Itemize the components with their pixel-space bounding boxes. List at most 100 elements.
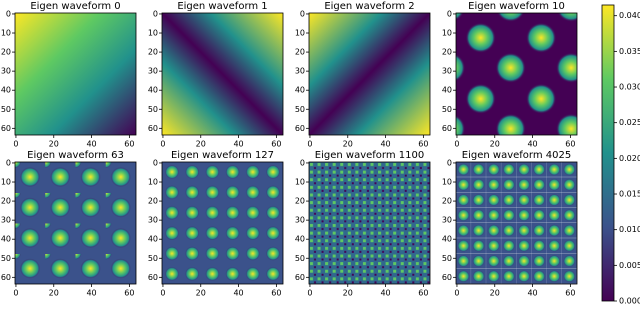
y-tick-label: 50 xyxy=(442,105,452,114)
x-tick-label: 60 xyxy=(124,289,134,298)
x-tick-label: 0 xyxy=(307,140,312,149)
y-tick-label: 0 xyxy=(6,158,11,167)
heatmap-image xyxy=(15,162,136,284)
x-tick-label: 0 xyxy=(307,289,312,298)
y-tick-label: 60 xyxy=(295,124,305,133)
colorbar-tick-label: 0.035 xyxy=(619,47,640,56)
y-tick-label: 20 xyxy=(295,48,305,57)
y-tick-label: 10 xyxy=(1,178,11,187)
y-tick-label: 10 xyxy=(1,29,11,38)
heatmap-image xyxy=(309,13,430,135)
panel-title: Eigen waveform 63 xyxy=(27,150,124,161)
y-tick-label: 60 xyxy=(148,273,158,282)
x-tick-label: 20 xyxy=(343,140,353,149)
colorbar-tick-label: 0.005 xyxy=(619,261,640,270)
y-tick-label: 0 xyxy=(6,9,11,18)
y-tick-label: 10 xyxy=(295,29,305,38)
y-tick-label: 60 xyxy=(295,273,305,282)
y-tick-label: 10 xyxy=(295,178,305,187)
x-tick-label: 0 xyxy=(13,140,18,149)
colorbar-tick-label: 0.030 xyxy=(619,83,640,92)
axes-frame xyxy=(308,161,431,285)
y-tick-label: 60 xyxy=(1,124,11,133)
y-tick-label: 30 xyxy=(1,67,11,76)
y-tick-label: 20 xyxy=(1,48,11,57)
colorbar-tick-label: 0.015 xyxy=(619,190,640,199)
y-tick-label: 40 xyxy=(1,86,11,95)
y-tick-label: 20 xyxy=(1,197,11,206)
y-tick-label: 0 xyxy=(153,9,158,18)
y-tick-label: 30 xyxy=(442,67,452,76)
heatmap-image xyxy=(162,162,283,284)
axes-frame xyxy=(455,12,578,136)
axes-frame xyxy=(14,161,137,285)
x-tick-label: 0 xyxy=(160,140,165,149)
panel-title: Eigen waveform 1100 xyxy=(315,150,424,161)
y-tick-label: 40 xyxy=(442,86,452,95)
x-tick-label: 40 xyxy=(86,289,96,298)
x-tick-label: 0 xyxy=(13,289,18,298)
axes-frame xyxy=(161,12,284,136)
y-tick-label: 30 xyxy=(148,67,158,76)
x-tick-label: 0 xyxy=(454,289,459,298)
y-tick-label: 20 xyxy=(148,48,158,57)
y-tick-label: 50 xyxy=(1,105,11,114)
panel-title: Eigen waveform 4025 xyxy=(462,150,571,161)
x-tick-label: 60 xyxy=(418,289,428,298)
x-tick-label: 40 xyxy=(86,140,96,149)
y-tick-label: 30 xyxy=(295,67,305,76)
y-tick-label: 0 xyxy=(300,9,305,18)
y-tick-label: 0 xyxy=(300,158,305,167)
x-tick-label: 40 xyxy=(380,140,390,149)
y-tick-label: 40 xyxy=(295,86,305,95)
y-tick-label: 20 xyxy=(295,197,305,206)
y-tick-label: 40 xyxy=(148,86,158,95)
panel-title: Eigen waveform 127 xyxy=(171,150,274,161)
panel-title: Eigen waveform 10 xyxy=(468,1,565,12)
x-tick-label: 0 xyxy=(454,140,459,149)
y-tick-label: 0 xyxy=(447,9,452,18)
y-tick-label: 40 xyxy=(1,235,11,244)
x-tick-label: 60 xyxy=(271,289,281,298)
heatmap-image xyxy=(15,13,136,135)
y-tick-label: 10 xyxy=(442,178,452,187)
y-tick-label: 40 xyxy=(295,235,305,244)
x-tick-label: 60 xyxy=(124,140,134,149)
x-tick-label: 40 xyxy=(233,289,243,298)
colorbar-tick-label: 0.000 xyxy=(619,297,640,306)
y-tick-label: 10 xyxy=(442,29,452,38)
y-tick-label: 30 xyxy=(148,216,158,225)
panel-title: Eigen waveform 2 xyxy=(324,1,414,12)
y-tick-label: 40 xyxy=(442,235,452,244)
y-tick-label: 60 xyxy=(442,273,452,282)
y-tick-label: 30 xyxy=(1,216,11,225)
y-tick-label: 10 xyxy=(148,29,158,38)
colorbar-tick-label: 0.040 xyxy=(619,11,640,20)
colorbar xyxy=(601,4,615,302)
y-tick-label: 0 xyxy=(447,158,452,167)
x-tick-label: 20 xyxy=(196,289,206,298)
y-tick-label: 30 xyxy=(295,216,305,225)
x-tick-label: 20 xyxy=(490,140,500,149)
y-tick-label: 0 xyxy=(153,158,158,167)
panel-title: Eigen waveform 0 xyxy=(30,1,120,12)
x-tick-label: 20 xyxy=(343,289,353,298)
y-tick-label: 50 xyxy=(442,254,452,263)
y-tick-label: 50 xyxy=(148,254,158,263)
x-tick-label: 20 xyxy=(490,289,500,298)
x-tick-label: 20 xyxy=(49,289,59,298)
x-tick-label: 20 xyxy=(196,140,206,149)
x-tick-label: 20 xyxy=(49,140,59,149)
y-tick-label: 50 xyxy=(1,254,11,263)
y-tick-label: 40 xyxy=(148,235,158,244)
axes-frame xyxy=(161,161,284,285)
y-tick-label: 50 xyxy=(295,254,305,263)
x-tick-label: 40 xyxy=(527,289,537,298)
heatmap-image xyxy=(162,13,283,135)
colorbar-tick-label: 0.020 xyxy=(619,154,640,163)
heatmap-image xyxy=(456,13,577,135)
x-tick-label: 60 xyxy=(565,140,575,149)
y-tick-label: 60 xyxy=(1,273,11,282)
x-tick-label: 40 xyxy=(380,289,390,298)
